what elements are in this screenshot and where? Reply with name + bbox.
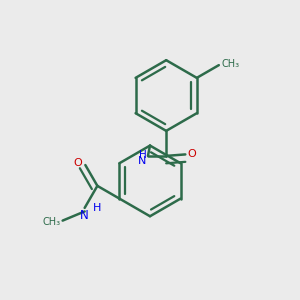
Text: N: N bbox=[80, 209, 88, 222]
Text: N: N bbox=[138, 156, 146, 166]
Text: O: O bbox=[188, 149, 197, 159]
Text: H: H bbox=[139, 150, 146, 160]
Text: H: H bbox=[93, 203, 101, 214]
Text: CH₃: CH₃ bbox=[222, 59, 240, 69]
Text: CH₃: CH₃ bbox=[42, 217, 60, 227]
Text: O: O bbox=[73, 158, 82, 168]
